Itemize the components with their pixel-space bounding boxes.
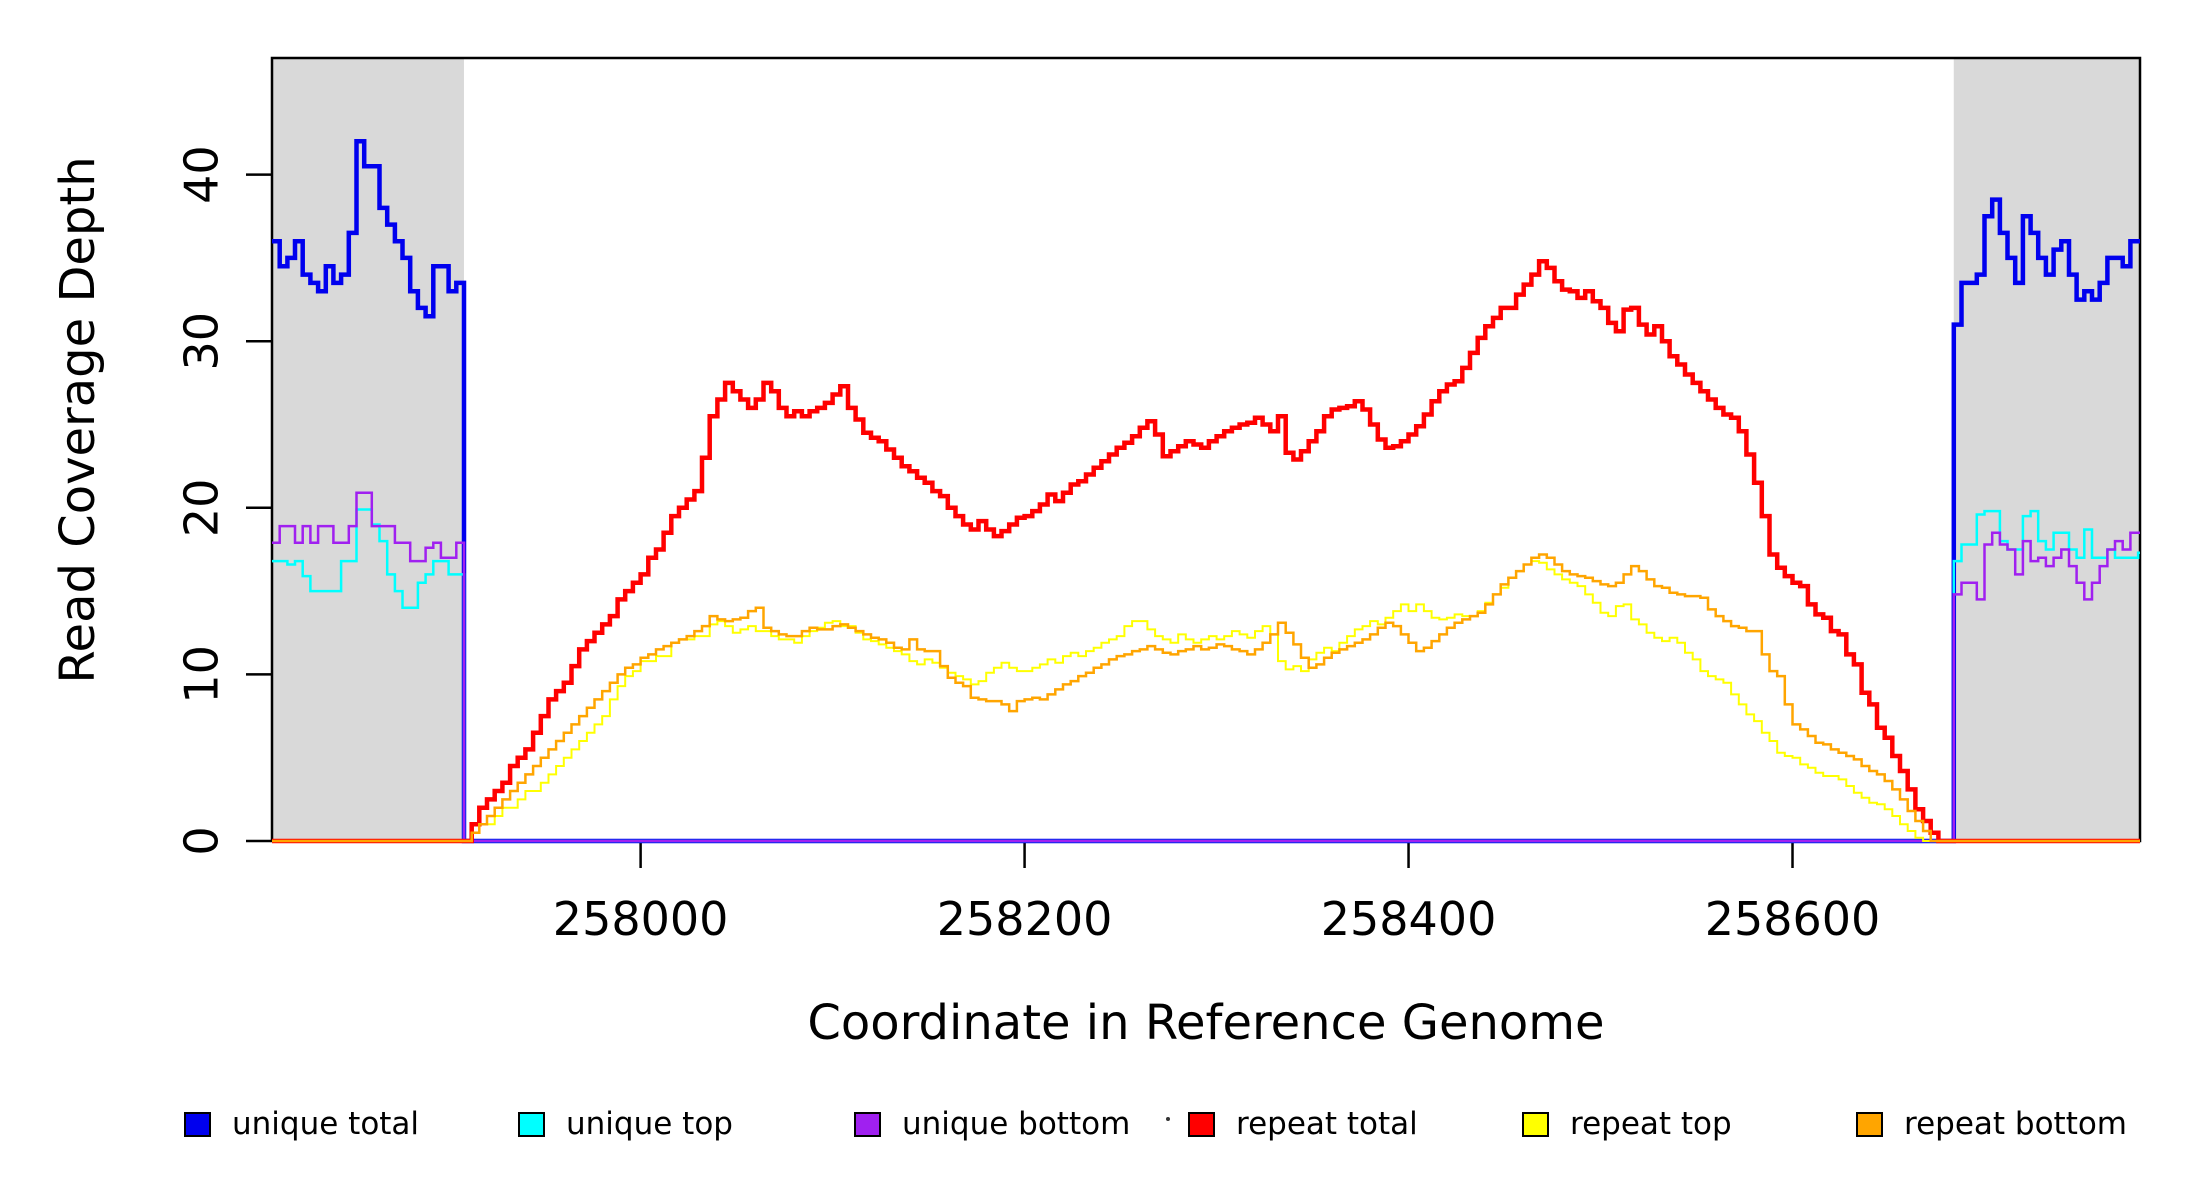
series-unique-total (272, 139, 2140, 844)
y-tick-label: 20 (175, 479, 229, 538)
legend-label: repeat bottom (1904, 1106, 2128, 1142)
legend: unique total unique top unique bottom repea… (0, 1102, 2200, 1162)
legend-swatch (854, 1111, 881, 1137)
y-tick-label: 30 (175, 312, 229, 371)
x-tick-label: 258200 (937, 892, 1113, 946)
legend-item-unique-bottom: unique bottom (854, 1102, 1130, 1146)
y-tick-label: 40 (175, 145, 229, 204)
x-tick-label: 258000 (553, 892, 729, 946)
series-repeat-bottom (272, 553, 2140, 843)
legend-item-unique-total: unique total (184, 1102, 419, 1146)
legend-item-unique-top: unique top (518, 1102, 733, 1146)
x-tick-label: 258400 (1321, 892, 1497, 946)
x-tick-label: 258600 (1705, 892, 1881, 946)
legend-swatch (1188, 1111, 1215, 1137)
shaded-region (1953, 58, 2140, 841)
legend-label: unique total (232, 1106, 420, 1142)
legend-label: repeat total (1236, 1106, 1418, 1142)
legend-swatch (1856, 1111, 1883, 1137)
stray-dot (1166, 1117, 1170, 1121)
series-repeat-total (272, 258, 2140, 844)
legend-swatch (518, 1111, 545, 1137)
legend-item-repeat-total: repeat total (1188, 1102, 1418, 1146)
shaded-region (272, 58, 464, 841)
y-tick-label: 10 (175, 645, 229, 704)
series-unique-bottom (272, 491, 2140, 843)
legend-label: repeat top (1570, 1106, 1732, 1142)
legend-swatch (1522, 1111, 1549, 1137)
legend-label: unique bottom (902, 1106, 1131, 1142)
x-axis-title: Coordinate in Reference Genome (807, 995, 1605, 1051)
y-tick-label: 0 (175, 826, 229, 855)
series-repeat-top (272, 560, 2140, 842)
legend-item-repeat-top: repeat top (1522, 1102, 1732, 1146)
legend-swatch (184, 1111, 211, 1137)
legend-label: unique top (566, 1106, 733, 1142)
y-axis-title: Read Coverage Depth (50, 156, 106, 684)
legend-item-repeat-bottom: repeat bottom (1856, 1102, 2127, 1146)
